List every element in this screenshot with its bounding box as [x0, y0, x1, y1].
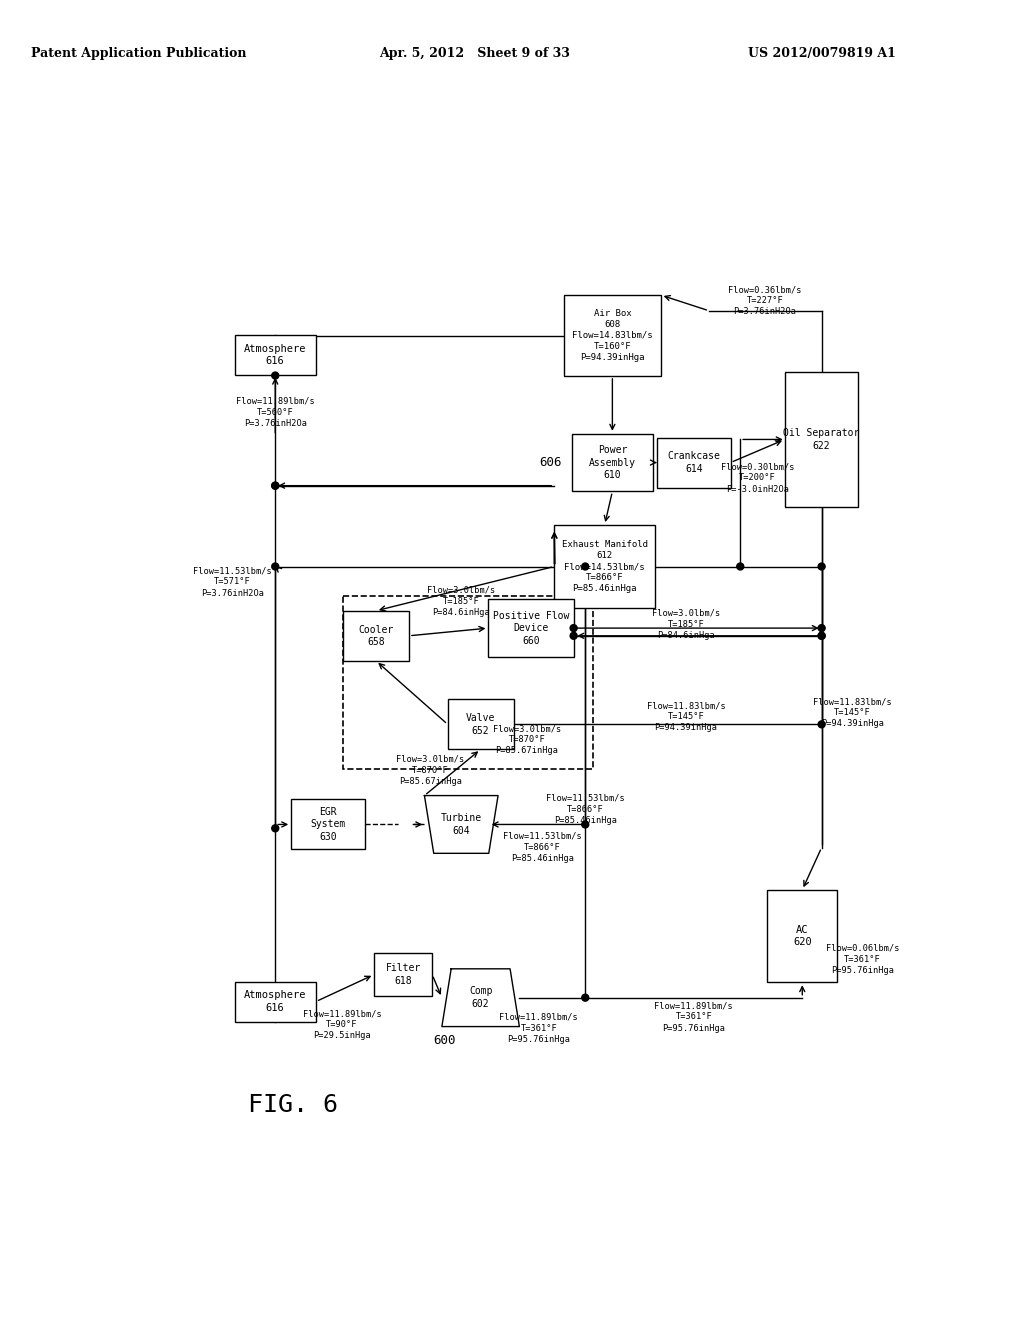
- Text: Flow=11.53lbm/s
T=866°F
P=85.46inHga: Flow=11.53lbm/s T=866°F P=85.46inHga: [546, 793, 625, 825]
- Polygon shape: [442, 969, 519, 1027]
- Polygon shape: [424, 796, 498, 853]
- Circle shape: [818, 632, 825, 639]
- Bar: [374, 953, 432, 995]
- Text: Cooler
658: Cooler 658: [358, 624, 393, 647]
- Bar: [784, 372, 858, 507]
- Bar: [488, 599, 573, 657]
- Bar: [343, 595, 593, 770]
- Circle shape: [570, 624, 578, 631]
- Text: Turbine
604: Turbine 604: [440, 813, 482, 836]
- Circle shape: [399, 818, 412, 830]
- Circle shape: [582, 821, 589, 828]
- Text: EGR
System
630: EGR System 630: [310, 807, 345, 842]
- Text: Flow=11.89lbm/s
T=90°F
P=29.5inHga: Flow=11.89lbm/s T=90°F P=29.5inHga: [302, 1008, 381, 1040]
- Text: Atmosphere
616: Atmosphere 616: [244, 990, 306, 1012]
- Bar: [447, 700, 514, 750]
- Text: Flow=0.36lbm/s
T=227°F
P=3.76inH2Oa: Flow=0.36lbm/s T=227°F P=3.76inH2Oa: [728, 285, 802, 317]
- Circle shape: [570, 632, 578, 639]
- Text: FIG. 6: FIG. 6: [248, 1093, 338, 1118]
- Bar: [554, 525, 655, 609]
- Text: Flow=11.89lbm/s
T=361°F
P=95.76inHga: Flow=11.89lbm/s T=361°F P=95.76inHga: [500, 1012, 579, 1044]
- Text: Flow=0.30lbm/s
T=200°F
P=-3.0inH2Oa: Flow=0.30lbm/s T=200°F P=-3.0inH2Oa: [721, 462, 794, 494]
- Text: Comp
602: Comp 602: [469, 986, 493, 1008]
- Text: Flow=11.89lbm/s
T=560°F
P=3.76inH2Oa: Flow=11.89lbm/s T=560°F P=3.76inH2Oa: [236, 397, 314, 428]
- Bar: [657, 437, 730, 487]
- Circle shape: [271, 564, 279, 570]
- Circle shape: [271, 372, 279, 379]
- Bar: [234, 982, 316, 1022]
- Text: Apr. 5, 2012   Sheet 9 of 33: Apr. 5, 2012 Sheet 9 of 33: [379, 46, 569, 59]
- Text: US 2012/0079819 A1: US 2012/0079819 A1: [748, 46, 895, 59]
- Bar: [343, 611, 409, 661]
- Bar: [291, 800, 365, 850]
- Text: Atmosphere
616: Atmosphere 616: [244, 343, 306, 366]
- Circle shape: [818, 721, 825, 727]
- Bar: [234, 335, 316, 375]
- Text: Flow=3.0lbm/s
T=185°F
P=84.6inHga: Flow=3.0lbm/s T=185°F P=84.6inHga: [652, 609, 720, 640]
- Text: Flow=11.83lbm/s
T=145°F
P=94.39inHga: Flow=11.83lbm/s T=145°F P=94.39inHga: [813, 697, 892, 729]
- Bar: [564, 296, 660, 376]
- Bar: [767, 890, 838, 982]
- Circle shape: [271, 825, 279, 832]
- Circle shape: [271, 482, 279, 490]
- Circle shape: [818, 564, 825, 570]
- Text: Power
Assembly
610: Power Assembly 610: [589, 445, 636, 480]
- Text: Flow=11.83lbm/s
T=145°F
P=94.39inHga: Flow=11.83lbm/s T=145°F P=94.39inHga: [646, 701, 725, 733]
- Text: Patent Application Publication: Patent Application Publication: [31, 46, 246, 59]
- Circle shape: [582, 564, 589, 570]
- Bar: [571, 434, 653, 491]
- Text: Oil Separator
622: Oil Separator 622: [783, 428, 860, 450]
- Text: Flow=11.89lbm/s
T=361°F
P=95.76inHga: Flow=11.89lbm/s T=361°F P=95.76inHga: [654, 1002, 733, 1032]
- Text: Filter
618: Filter 618: [385, 964, 421, 986]
- Circle shape: [582, 994, 589, 1001]
- Text: Flow=3.0lbm/s
T=870°F
P=85.67inHga: Flow=3.0lbm/s T=870°F P=85.67inHga: [396, 755, 464, 787]
- Text: Flow=3.0lbm/s
T=185°F
P=84.6inHga: Flow=3.0lbm/s T=185°F P=84.6inHga: [427, 586, 496, 616]
- Text: Flow=11.53lbm/s
T=571°F
P=3.76inH2Oa: Flow=11.53lbm/s T=571°F P=3.76inH2Oa: [194, 566, 272, 598]
- Text: 600: 600: [433, 1034, 456, 1047]
- Text: 606: 606: [540, 455, 562, 469]
- Text: AC
620: AC 620: [793, 925, 812, 948]
- Circle shape: [271, 482, 279, 490]
- Text: Air Box
608
Flow=14.83lbm/s
T=160°F
P=94.39inHga: Air Box 608 Flow=14.83lbm/s T=160°F P=94…: [572, 309, 652, 362]
- Text: Flow=3.0lbm/s
T=870°F
P=85.67inHga: Flow=3.0lbm/s T=870°F P=85.67inHga: [493, 725, 561, 755]
- Text: Crankcase
614: Crankcase 614: [668, 451, 720, 474]
- Text: Flow=11.53lbm/s
T=866°F
P=85.46inHga: Flow=11.53lbm/s T=866°F P=85.46inHga: [503, 832, 582, 863]
- Circle shape: [818, 624, 825, 631]
- Text: Flow=0.06lbm/s
T=361°F
P=95.76inHga: Flow=0.06lbm/s T=361°F P=95.76inHga: [826, 944, 899, 974]
- Circle shape: [818, 632, 825, 639]
- Text: Positive Flow
Device
660: Positive Flow Device 660: [493, 611, 569, 645]
- Circle shape: [736, 564, 743, 570]
- Text: Exhaust Manifold
612
Flow=14.53lbm/s
T=866°F
P=85.46inHga: Exhaust Manifold 612 Flow=14.53lbm/s T=8…: [561, 540, 647, 593]
- Text: Valve
652: Valve 652: [466, 713, 496, 735]
